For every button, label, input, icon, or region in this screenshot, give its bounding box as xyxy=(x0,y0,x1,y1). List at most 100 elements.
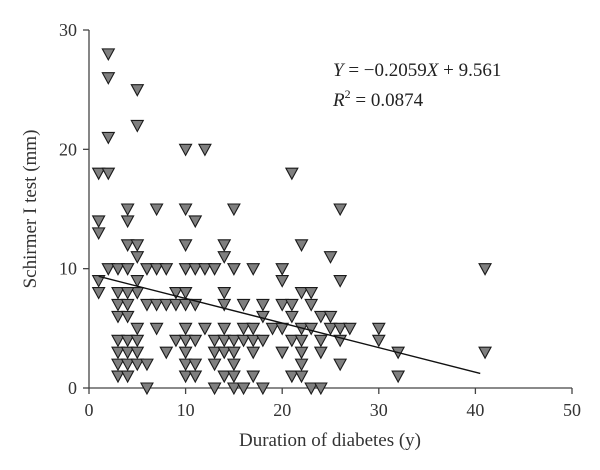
y-tick-label: 20 xyxy=(59,139,77,159)
data-point xyxy=(130,346,145,360)
data-point xyxy=(313,382,328,396)
data-point xyxy=(294,358,309,372)
data-point xyxy=(197,143,212,157)
data-point xyxy=(178,334,193,348)
data-point xyxy=(120,239,135,252)
data-point xyxy=(159,346,174,360)
data-point xyxy=(275,322,290,336)
data-point xyxy=(130,286,145,300)
equation-y: Y xyxy=(333,60,346,81)
data-point xyxy=(111,370,125,384)
data-point xyxy=(217,286,232,300)
data-point xyxy=(178,286,193,300)
data-point xyxy=(111,334,125,348)
axis-ticks: 0 10 20 30 40 50 0 10 20 30 xyxy=(59,20,581,420)
data-point xyxy=(294,346,309,360)
data-point xyxy=(284,334,299,348)
data-point xyxy=(140,263,154,276)
data-point xyxy=(111,310,125,324)
data-point xyxy=(207,263,222,276)
data-point xyxy=(217,322,232,336)
data-point xyxy=(130,84,145,97)
equation-tail: + 9.561 xyxy=(438,60,501,81)
data-point xyxy=(217,346,232,360)
data-point xyxy=(294,286,309,300)
data-point xyxy=(304,286,319,300)
data-point xyxy=(188,358,203,372)
data-point xyxy=(207,382,222,396)
data-point xyxy=(188,215,203,229)
data-point xyxy=(130,251,145,264)
data-point xyxy=(159,298,174,312)
data-point xyxy=(111,263,125,276)
data-point xyxy=(333,358,348,372)
data-point xyxy=(197,263,212,276)
data-point xyxy=(226,358,241,372)
data-point xyxy=(120,310,135,324)
data-point xyxy=(130,322,145,336)
data-points xyxy=(91,48,492,396)
data-point xyxy=(101,263,116,276)
data-point xyxy=(188,263,203,276)
data-point xyxy=(226,346,241,360)
data-point xyxy=(111,358,125,372)
data-point xyxy=(284,310,299,324)
data-point xyxy=(120,334,135,348)
data-point xyxy=(333,322,348,336)
data-point xyxy=(333,203,348,217)
data-point xyxy=(91,275,106,288)
x-tick-label: 0 xyxy=(85,400,94,420)
data-point xyxy=(265,322,280,336)
data-point xyxy=(333,275,348,288)
data-point xyxy=(246,263,261,276)
data-point xyxy=(246,334,261,348)
plot-area: 0 10 20 30 40 50 0 10 20 30 xyxy=(59,20,581,420)
data-point xyxy=(178,263,193,276)
data-point xyxy=(169,334,183,348)
data-point xyxy=(294,334,309,348)
data-point xyxy=(294,370,309,384)
y-axis-title: Schirmer I test (mm) xyxy=(20,130,41,289)
x-tick-label: 50 xyxy=(563,400,581,420)
data-point xyxy=(149,203,164,217)
r2-value: = 0.0874 xyxy=(351,90,424,111)
data-point xyxy=(178,239,193,252)
data-point xyxy=(255,334,270,348)
data-point xyxy=(120,370,135,384)
data-point xyxy=(226,334,241,348)
data-point xyxy=(178,298,193,312)
data-point xyxy=(275,346,290,360)
data-point xyxy=(169,298,183,312)
data-point xyxy=(120,298,135,312)
data-point xyxy=(207,358,222,372)
data-point xyxy=(304,298,319,312)
data-point xyxy=(207,346,222,360)
data-point xyxy=(371,334,386,348)
data-point xyxy=(217,334,232,348)
data-point xyxy=(236,334,251,348)
data-point xyxy=(255,298,270,312)
data-point xyxy=(188,370,203,384)
data-point xyxy=(178,358,193,372)
data-point xyxy=(101,48,116,62)
data-point xyxy=(217,298,232,312)
data-point xyxy=(120,263,135,276)
data-point xyxy=(217,239,232,252)
data-point xyxy=(284,370,299,384)
data-point xyxy=(342,322,357,336)
x-tick-label: 40 xyxy=(466,400,484,420)
data-point xyxy=(313,310,328,324)
data-point xyxy=(120,203,135,217)
data-point xyxy=(178,370,193,384)
data-point xyxy=(323,322,338,336)
data-point xyxy=(217,251,232,264)
x-axis-title: Duration of diabetes (y) xyxy=(239,430,421,451)
data-point xyxy=(275,275,290,288)
data-point xyxy=(304,382,319,396)
data-point xyxy=(178,143,193,157)
data-point xyxy=(130,358,145,372)
data-point xyxy=(313,334,328,348)
data-point xyxy=(236,382,251,396)
data-point xyxy=(294,239,309,252)
data-point xyxy=(391,370,406,384)
